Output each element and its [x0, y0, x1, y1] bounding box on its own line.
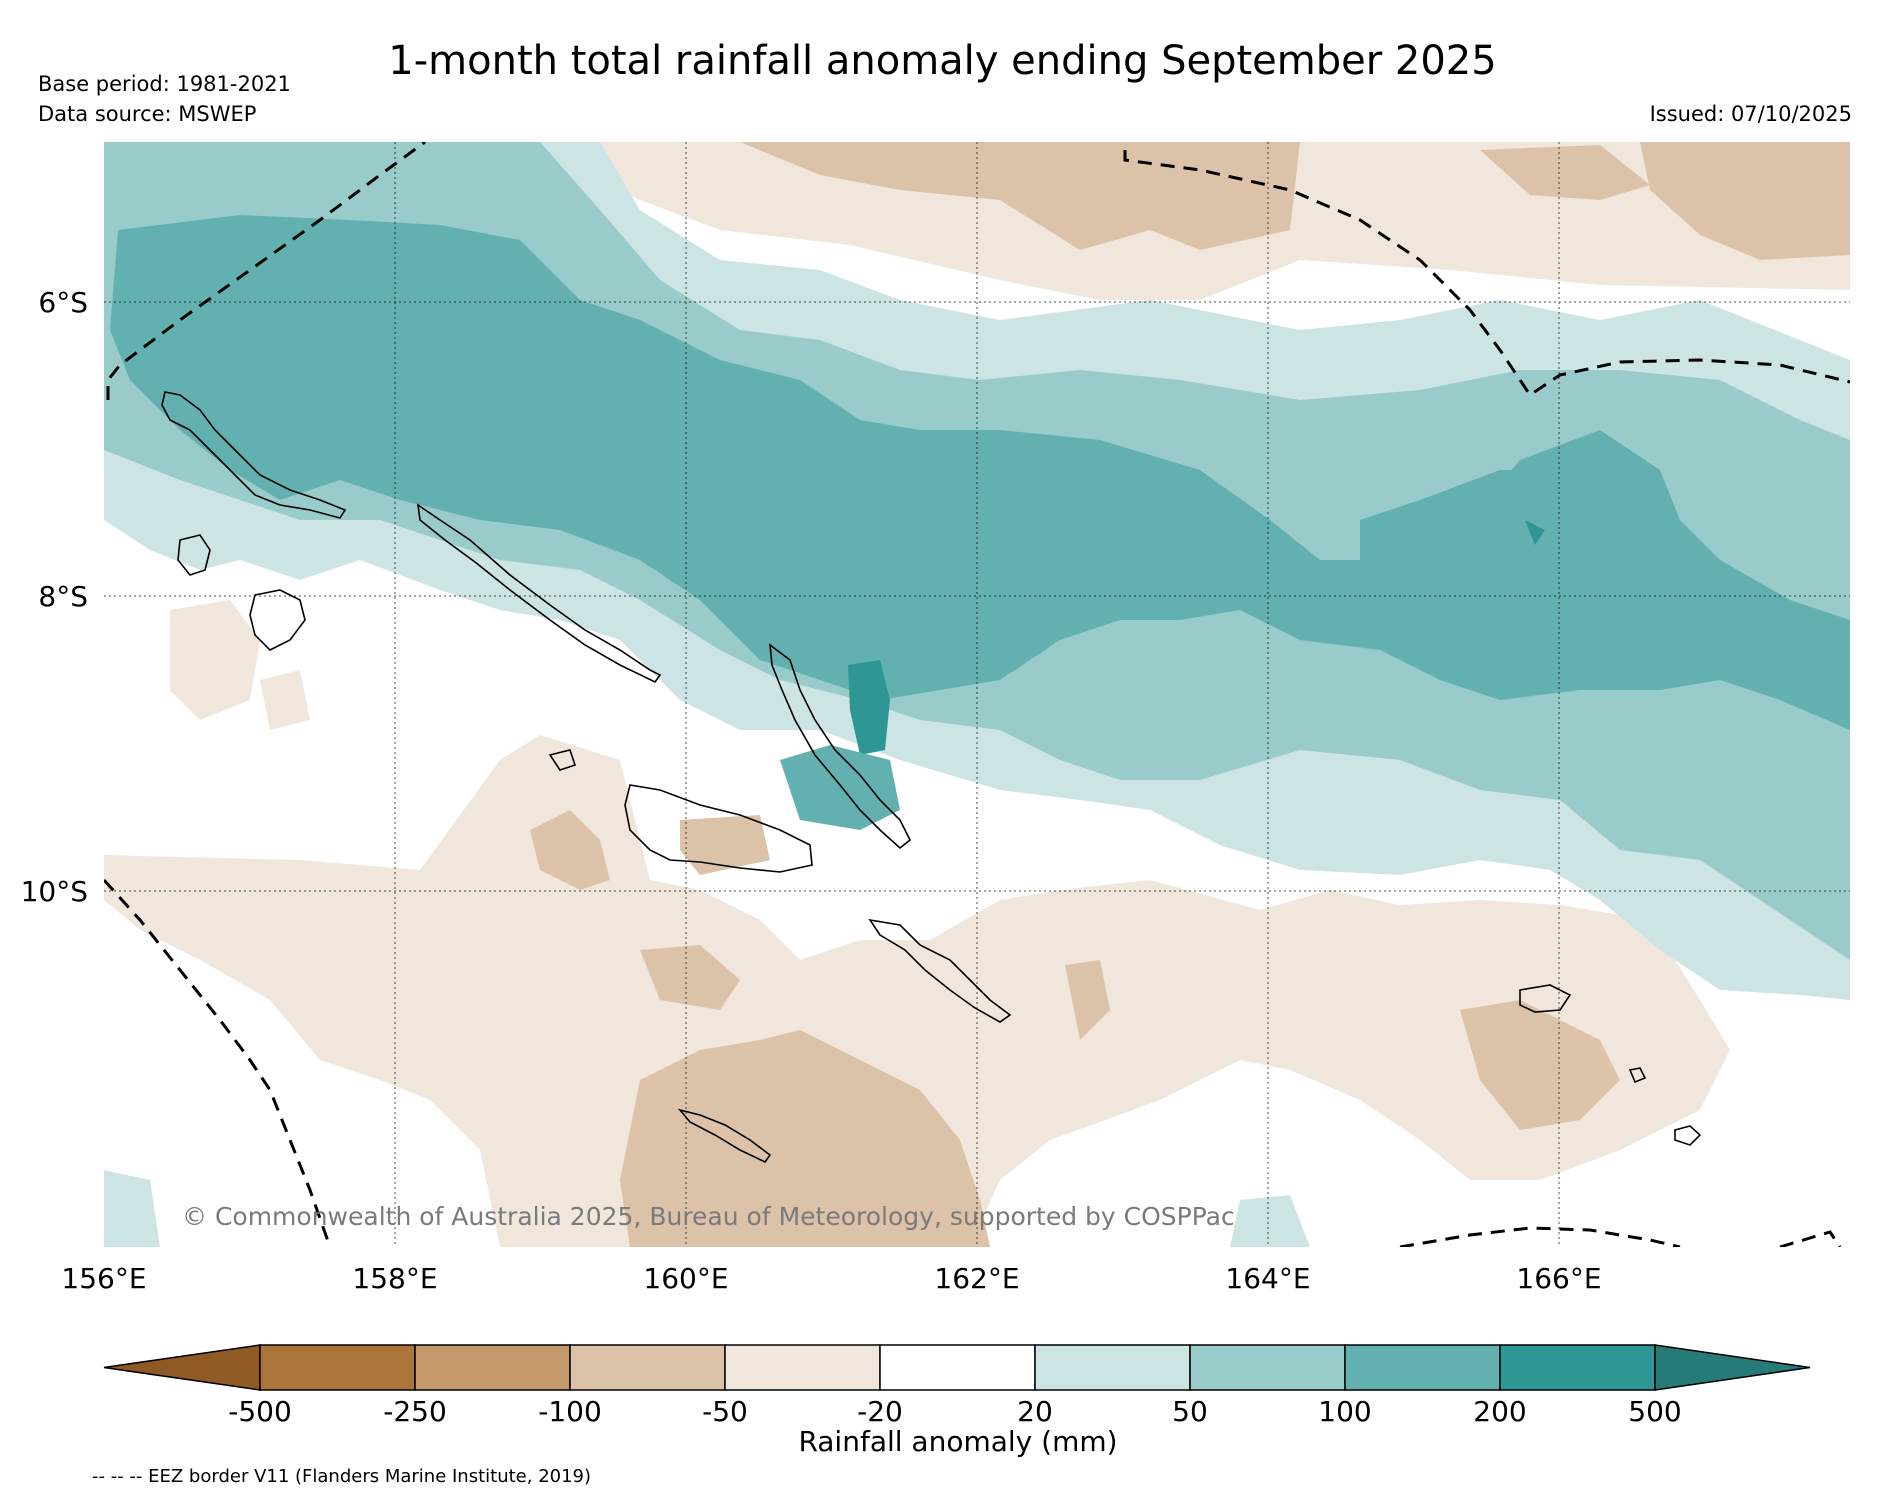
island-bougainville: [161, 391, 347, 519]
island-santa-isabel: [769, 643, 912, 850]
lat-label-10s: 10°S: [21, 875, 88, 908]
very-dry-region-south: [620, 1030, 990, 1247]
data-source: Data source: MSWEP: [38, 102, 257, 126]
lon-label-156e: 156°E: [61, 1262, 146, 1295]
colorbar-tick-label: 100: [1318, 1395, 1371, 1428]
colorbar-tick-label: -50: [702, 1395, 748, 1428]
island-choiseul: [416, 503, 662, 684]
longitude-labels: 156°E 158°E 160°E 162°E 164°E 166°E: [61, 1262, 1601, 1295]
dry-region-south: [104, 735, 1730, 1247]
latitude-labels: 6°S 8°S 10°S: [21, 286, 88, 908]
wet-hotspot: [848, 660, 890, 755]
colorbar-tick-label: 50: [1172, 1395, 1208, 1428]
lat-label-6s: 6°S: [38, 286, 88, 319]
colorbar-segment: [1344, 1344, 1501, 1391]
copyright-notice: © Commonwealth of Australia 2025, Bureau…: [182, 1202, 1235, 1231]
colorbar-extend-low: [103, 1344, 261, 1391]
graticule: [104, 142, 1850, 1247]
issued-date: Issued: 07/10/2025: [1649, 102, 1852, 126]
lon-label-164e: 164°E: [1225, 1262, 1310, 1295]
island-malaita: [868, 918, 1012, 1023]
colorbar-tick-label: 500: [1628, 1395, 1681, 1428]
colorbar-tick-label: 20: [1017, 1395, 1053, 1428]
colorbar-label: Rainfall anomaly (mm): [798, 1425, 1117, 1458]
colorbar-tick-label: 200: [1473, 1395, 1526, 1428]
island-makira: [677, 1108, 772, 1164]
very-dry-region-north: [740, 142, 1300, 250]
colorbar-segment: [879, 1344, 1036, 1391]
lon-label-158e: 158°E: [352, 1262, 437, 1295]
colorbar-segment: [259, 1344, 416, 1391]
colorbar-segment: [1499, 1344, 1656, 1391]
eez-footnote: -- -- -- EEZ border V11 (Flanders Marine…: [92, 1466, 591, 1487]
colorbar-extend-high: [1654, 1344, 1811, 1391]
lon-label-160e: 160°E: [643, 1262, 728, 1295]
colorbar-segment: [569, 1344, 726, 1391]
lon-label-162e: 162°E: [934, 1262, 1019, 1295]
colorbar-segment: [1034, 1344, 1191, 1391]
colorbar-tick-label: -20: [857, 1395, 903, 1428]
base-period: Base period: 1981-2021: [38, 72, 291, 96]
colorbar-segment: [724, 1344, 881, 1391]
colorbar-tick-label: -500: [228, 1395, 292, 1428]
colorbar-tick-label: -250: [383, 1395, 447, 1428]
map-title: 1-month total rainfall anomaly ending Se…: [388, 38, 1497, 84]
colorbar-segment: [1189, 1344, 1346, 1391]
lat-label-8s: 8°S: [38, 580, 88, 613]
eez-border: [104, 142, 1850, 1247]
colorbar-segment: [414, 1344, 571, 1391]
colorbar: -500 -250 -100 -50 -20 20 50 100 200 500: [103, 1344, 1811, 1428]
island-new-georgia: [249, 589, 306, 651]
island-guadalcanal: [624, 784, 813, 873]
island-santa-cruz: [1519, 984, 1572, 1013]
lon-label-166e: 166°E: [1516, 1262, 1601, 1295]
coastlines: [161, 391, 1702, 1164]
colorbar-tick-label: -100: [538, 1395, 602, 1428]
